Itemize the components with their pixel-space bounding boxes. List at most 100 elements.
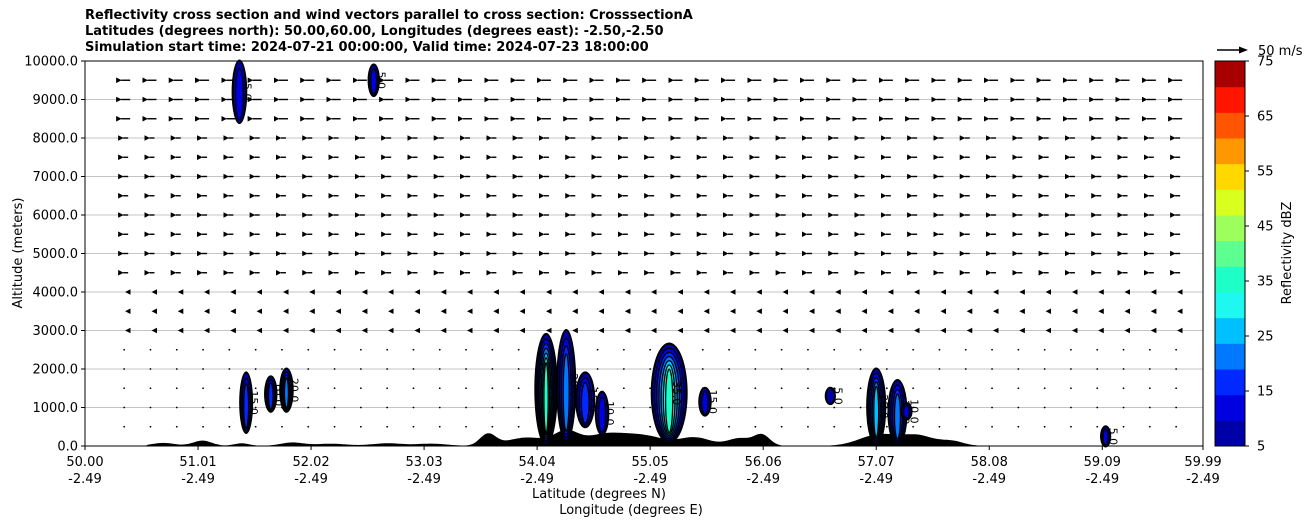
terrain-fill [85,429,1203,446]
wind-vector [991,425,993,428]
wind-vector [622,406,625,409]
wind-vector [1096,368,1099,370]
y-tick-label: 4000.0 [33,286,79,301]
colorbar-tick-label: 35 [1257,275,1274,290]
wind-vector [1148,368,1151,370]
y-axis-ticks: 0.0 1000.0 2000.0 3000.0 4000.0 5000.0 6000.0 7… [24,55,85,455]
cell-contour [562,353,570,432]
x-tick-label-lon: -2.49 [633,472,667,487]
reflectivity-cell: 25.0 [866,367,890,446]
x-axis-ticks: 50.00 -2.49 51.01 -2.49 52.02 -2.49 53.03 -2.49… [66,446,1222,487]
wind-vector [1070,406,1072,409]
wind-vector [412,387,415,390]
wind-vector [1175,348,1178,351]
x-axis-label-lon: Longitude (degrees E) [559,503,703,518]
colorbar [1214,60,1246,447]
cell-contour [543,361,549,434]
colorbar-swatch [1215,86,1245,113]
wind-vector [465,387,467,390]
x-tick-label-lon: -2.49 [859,472,893,487]
cell-contour [701,390,709,415]
wind-vector [1017,387,1020,390]
wind-vector [649,406,652,409]
wind-vector [517,406,520,409]
wind-vector [491,425,494,428]
y-tick-label: 0.0 [57,440,78,455]
colorbar-swatch [1215,215,1245,242]
wind-vector [465,368,467,370]
wind-vector [412,368,415,370]
colorbar-tick-label: 15 [1257,385,1274,400]
y-tick-label: 1000.0 [33,401,79,416]
wind-vector [491,348,494,351]
wind-vector [1017,406,1020,409]
colorbar-swatch [1215,343,1245,370]
reflectivity-cell: 10.0 [900,399,920,424]
wind-vector [833,348,836,351]
contour-label: 35.0 [670,381,683,406]
wind-vector [1070,387,1072,390]
x-tick-label-lat: 55.05 [632,455,669,470]
reflectivity-cell: 15.0 [239,371,260,435]
wind-vector [359,387,362,390]
wind-vector [964,406,967,409]
colorbar-swatch [1215,189,1245,216]
wind-vector [1070,425,1072,428]
wind-vector [754,348,757,351]
y-tick-label: 9000.0 [33,93,79,108]
wind-vector [281,368,283,370]
contour-label: 5.0 [240,83,253,101]
wind-vector [938,387,941,390]
cell-contour [283,377,290,409]
wind-vector [517,348,520,351]
wind-vector [175,425,178,428]
wind-vector [281,425,283,428]
wind-vector [1017,425,1020,428]
y-tick-label: 2000.0 [33,363,79,378]
wind-vector [438,368,441,370]
wind-vector [649,387,652,390]
wind-vector [780,348,783,351]
wind-vector [622,348,625,351]
contour-label: 10.0 [907,399,920,424]
x-tick-label-lat: 58.08 [971,455,1008,470]
wind-vector [175,348,178,351]
wind-vector [780,406,783,409]
wind-vector [254,368,257,370]
reflectivity-cell: 20.0 [279,367,300,413]
wind-vector [1070,368,1072,370]
wind-vector [780,425,783,428]
wind-vector [1043,368,1046,370]
wind-vector [491,368,494,370]
wind-vector [885,387,888,390]
wind-vector [728,387,730,390]
wind-vector [1122,425,1125,428]
wind-vector [728,425,730,428]
wind-vector [991,368,993,370]
wind-vector [780,368,783,370]
reflectivity-cell: 20.0 [887,379,911,446]
wind-vector [202,387,204,390]
colorbar-swatch [1215,240,1245,267]
reflectivity-cell: 10.0 [594,390,616,436]
wind-vector [228,368,231,370]
x-axis-label-lat: Latitude (degrees N) [532,487,666,502]
wind-vector [885,348,888,351]
wind-vector [123,368,126,370]
wind-vector [333,406,336,409]
y-tick-label: 6000.0 [33,209,79,224]
wind-vector [701,348,704,351]
wind-vector [938,348,941,351]
colorbar-swatch [1215,266,1245,293]
wind-vector [359,368,362,370]
colorbar-swatch [1215,317,1245,344]
colorbar-tick-label: 75 [1257,55,1274,70]
cell-contour [825,387,836,405]
wind-vector [386,406,389,409]
wind-vector [228,425,231,428]
wind-vector [1175,368,1178,370]
contour-label: 5.0 [375,72,388,90]
wind-vector [359,406,362,409]
wind-vector [1148,387,1151,390]
wind-vector [622,425,625,428]
